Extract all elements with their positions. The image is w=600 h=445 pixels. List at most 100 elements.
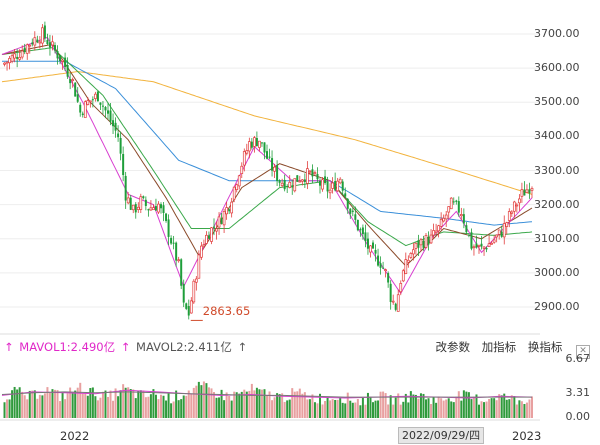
volume-bar xyxy=(430,404,432,418)
candle-body xyxy=(428,237,430,245)
candle-body xyxy=(309,171,311,172)
volume-bar xyxy=(157,399,159,418)
volume-bar xyxy=(168,394,170,418)
volume-bar xyxy=(498,394,500,418)
price-tick-label: 3200.00 xyxy=(534,198,592,211)
candle-body xyxy=(4,63,6,64)
candle-body xyxy=(51,42,53,45)
candle-body xyxy=(395,304,397,310)
volume-bar xyxy=(284,402,286,418)
candle-body xyxy=(296,175,298,182)
volume-bar xyxy=(195,386,197,418)
candle-body xyxy=(422,241,424,248)
moving-average-line xyxy=(2,72,532,195)
candle-body xyxy=(198,255,200,278)
volume-bar xyxy=(261,390,263,418)
change-indicator-button[interactable]: 换指标 xyxy=(528,340,563,354)
candle-body xyxy=(99,103,101,105)
volume-bar xyxy=(380,392,382,418)
candle-body xyxy=(412,250,414,254)
candle-body xyxy=(324,176,326,183)
candle-body xyxy=(142,196,144,198)
volume-bar xyxy=(87,396,89,418)
volume-bar xyxy=(147,397,149,418)
candle-body xyxy=(385,270,387,271)
volume-bar xyxy=(501,395,503,418)
candle-body xyxy=(11,56,13,62)
volume-bar xyxy=(402,402,404,418)
volume-bar xyxy=(24,395,26,418)
volume-bar xyxy=(372,402,374,418)
volume-bar xyxy=(299,389,301,418)
price-chart[interactable] xyxy=(0,0,540,335)
price-tick-label: 3700.00 xyxy=(534,27,592,40)
candle-body xyxy=(46,40,48,44)
candle-body xyxy=(347,199,349,209)
candle-body xyxy=(420,240,422,245)
candle-body xyxy=(443,218,445,221)
volume-bar xyxy=(412,395,414,418)
volume-bar xyxy=(21,392,23,418)
volume-bar xyxy=(486,402,488,418)
candle-body xyxy=(231,202,233,213)
candle-body xyxy=(344,193,346,196)
candle-body xyxy=(140,197,142,210)
candle-body xyxy=(329,190,331,193)
candle-body xyxy=(523,190,525,196)
candle-body xyxy=(450,198,452,209)
volume-chart[interactable] xyxy=(0,360,540,422)
volume-bar xyxy=(314,402,316,418)
volume-bar xyxy=(104,391,106,418)
candle-body xyxy=(430,235,432,243)
edit-params-button[interactable]: 改参数 xyxy=(436,340,471,354)
candle-body xyxy=(168,219,170,236)
volume-bar xyxy=(233,392,235,418)
volume-bar xyxy=(142,391,144,418)
candle-body xyxy=(486,248,488,249)
candle-body xyxy=(226,208,228,214)
volume-bar xyxy=(513,396,515,418)
candle-body xyxy=(516,205,518,206)
add-indicator-button[interactable]: 加指标 xyxy=(482,340,517,354)
candle-body xyxy=(238,176,240,186)
candle-body xyxy=(425,236,427,248)
candle-body xyxy=(125,176,127,201)
volume-bar xyxy=(339,397,341,418)
candle-body xyxy=(195,279,197,282)
candle-body xyxy=(210,228,212,242)
volume-bar xyxy=(26,399,28,418)
candle-body xyxy=(352,211,354,212)
volume-bar xyxy=(425,399,427,418)
candle-body xyxy=(410,253,412,257)
volume-bar xyxy=(481,401,483,418)
volume-bar xyxy=(344,403,346,418)
candle-body xyxy=(89,101,91,102)
candle-body xyxy=(518,199,520,203)
candle-body xyxy=(468,235,470,236)
indicator-bar: ↑ MAVOL1:2.490亿 ↑ MAVOL2:2.411亿 ↑ 改参数 加指… xyxy=(0,337,600,357)
date-cursor-label: 2022/09/29/四 xyxy=(398,427,484,444)
candle-body xyxy=(24,48,26,52)
volume-bar xyxy=(155,395,157,418)
volume-bar xyxy=(453,402,455,418)
candle-body xyxy=(6,62,8,63)
candle-body xyxy=(402,271,404,281)
mavol1-value: MAVOL1:2.490亿 xyxy=(19,340,115,354)
volume-axis-min: 0.00 xyxy=(566,410,591,423)
volume-bar xyxy=(228,396,230,418)
volume-bar xyxy=(82,394,84,418)
volume-bar xyxy=(67,393,69,418)
candle-body xyxy=(110,111,112,122)
candle-body xyxy=(104,107,106,110)
candle-body xyxy=(327,182,329,192)
candle-body xyxy=(266,151,268,159)
candle-body xyxy=(342,182,344,191)
candle-body xyxy=(72,80,74,81)
candle-body xyxy=(473,247,475,248)
candle-body xyxy=(274,167,276,171)
volume-bar xyxy=(511,395,513,418)
price-tick-label: 3500.00 xyxy=(534,95,592,108)
volume-bar xyxy=(428,398,430,418)
candle-body xyxy=(332,183,334,188)
candle-body xyxy=(433,230,435,235)
